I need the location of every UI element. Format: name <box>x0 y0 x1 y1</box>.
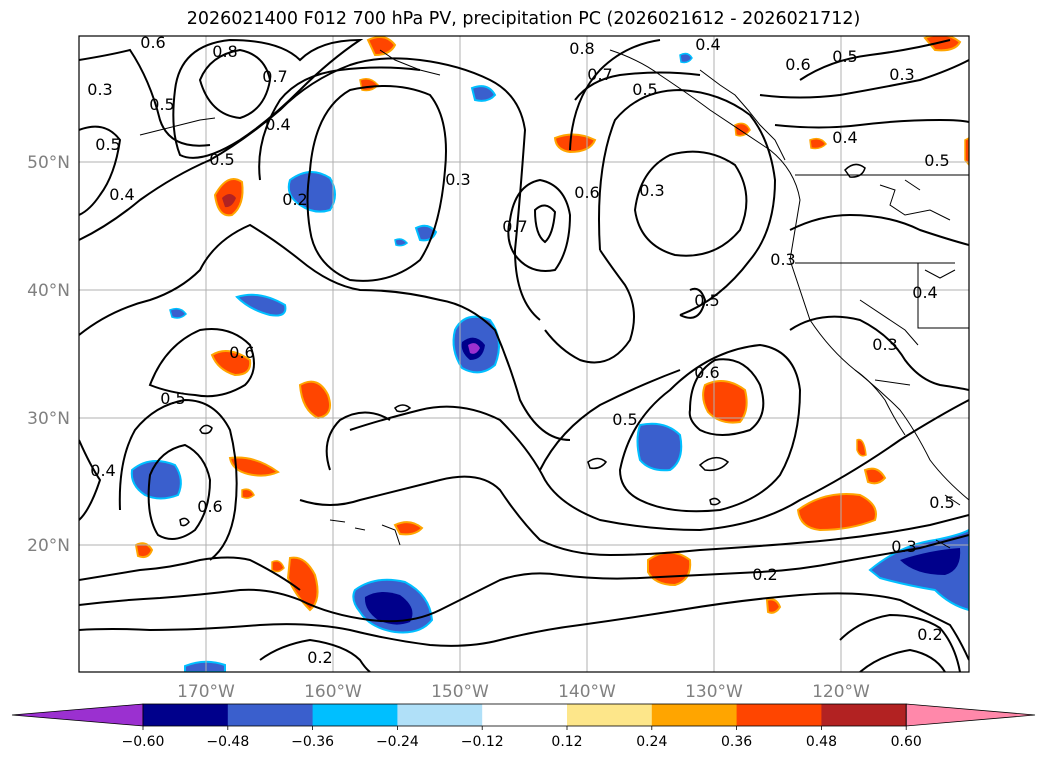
lon-label-170w: 170°W <box>177 682 235 702</box>
latitude-labels: 50°N 40°N 30°N 20°N <box>27 153 70 556</box>
contour-label: 0.5 <box>160 389 185 408</box>
colorbar-segment <box>821 704 907 726</box>
contour-label: 0.4 <box>90 461 115 480</box>
colorbar-tick-label: 0.24 <box>636 734 667 750</box>
lon-label-120w: 120°W <box>812 682 870 702</box>
coastlines <box>139 49 969 549</box>
positive-precip-areas <box>134 36 969 614</box>
lon-label-130w: 130°W <box>685 682 743 702</box>
contour-label: 0.7 <box>262 67 287 86</box>
pv-contours <box>79 38 969 672</box>
lat-label-40n: 40°N <box>27 281 70 301</box>
contour-label: 0.8 <box>569 39 594 58</box>
colorbar-segments <box>11 703 1036 727</box>
contour-label: 0.5 <box>694 291 719 310</box>
contour-label: 0.5 <box>929 493 954 512</box>
lat-label-20n: 20°N <box>27 536 70 556</box>
lon-label-140w: 140°W <box>558 682 616 702</box>
colorbar-segment <box>397 704 483 726</box>
colorbar-tick-label: 0.12 <box>551 734 582 750</box>
contour-label: 0.3 <box>87 80 112 99</box>
gridlines <box>79 36 969 672</box>
contour-label: 0.7 <box>587 65 612 84</box>
lon-label-160w: 160°W <box>304 682 362 702</box>
colorbar-segment <box>143 704 229 726</box>
contour-label: 0.5 <box>612 410 637 429</box>
contour-labels: 0.8 0.7 0.6 0.5 0.5 0.4 0.3 0.4 0.5 0.2 … <box>87 33 954 667</box>
contour-label: 0.3 <box>889 65 914 84</box>
contour-label: 0.5 <box>924 151 949 170</box>
colorbar-extend-high <box>905 703 1036 727</box>
contour-label: 0.3 <box>445 170 470 189</box>
precip-shading <box>130 36 969 672</box>
contour-label: 0.6 <box>694 363 719 382</box>
colorbar-segment <box>567 704 653 726</box>
contour-label: 0.5 <box>632 80 657 99</box>
colorbar-segment <box>312 704 398 726</box>
colorbar-segment <box>651 704 738 726</box>
colorbar-border <box>142 703 907 727</box>
contour-label: 0.8 <box>212 42 237 61</box>
contour-label: 0.2 <box>917 625 942 644</box>
colorbar-segment <box>736 704 822 726</box>
colorbar-tick-label: −0.36 <box>291 734 334 750</box>
colorbar-tick-label: 0.36 <box>721 734 752 750</box>
colorbar-extend-low <box>11 703 144 727</box>
contour-label: 0.3 <box>639 181 664 200</box>
longitude-labels: 170°W 160°W 150°W 140°W 130°W 120°W <box>177 682 870 702</box>
contour-label: 0.6 <box>229 343 254 362</box>
contour-label: 0.5 <box>832 47 857 66</box>
map-frame <box>78 35 970 673</box>
colorbar-segment <box>482 704 568 726</box>
contour-label: 0.5 <box>209 150 234 169</box>
contour-label: 0.4 <box>832 128 857 147</box>
colorbar-tick-label: −0.24 <box>376 734 419 750</box>
colorbar-tick-label: 0.60 <box>891 734 922 750</box>
lat-label-50n: 50°N <box>27 153 70 173</box>
contour-label: 0.7 <box>502 217 527 236</box>
contour-label: 0.6 <box>140 33 165 52</box>
contour-label: 0.5 <box>95 135 120 154</box>
colorbar-tick-label: −0.48 <box>206 734 249 750</box>
contour-label: 0.4 <box>912 283 937 302</box>
contour-label: 0.2 <box>307 648 332 667</box>
contour-label: 0.4 <box>695 35 720 54</box>
colorbar-tick-label: −0.12 <box>461 734 504 750</box>
contour-label: 0.3 <box>770 250 795 269</box>
map-title: 2026021400 F012 700 hPa PV, precipitatio… <box>186 9 861 29</box>
contour-label: 0.6 <box>197 497 222 516</box>
negative-precip-areas <box>130 52 969 672</box>
contour-label: 0.4 <box>109 185 134 204</box>
colorbar-ticks: −0.60 −0.48 −0.36 −0.24 −0.12 0.12 0.24 0.36 0.4… <box>122 726 922 750</box>
contour-label: 0.3 <box>891 537 916 556</box>
colorbar-tick-label: −0.60 <box>122 734 165 750</box>
contour-label: 0.3 <box>872 335 897 354</box>
colorbar-segment <box>227 704 314 726</box>
colorbar-tick-label: 0.48 <box>806 734 837 750</box>
contour-label: 0.2 <box>282 190 307 209</box>
lon-label-150w: 150°W <box>431 682 489 702</box>
contour-label: 0.6 <box>574 183 599 202</box>
contour-label: 0.6 <box>785 55 810 74</box>
contour-label: 0.2 <box>752 565 777 584</box>
contour-label: 0.5 <box>149 95 174 114</box>
colorbar: −0.60 −0.48 −0.36 −0.24 −0.12 0.12 0.24 0.36 0.4… <box>11 703 1036 750</box>
contour-label: 0.4 <box>265 115 290 134</box>
lat-label-30n: 30°N <box>27 409 70 429</box>
